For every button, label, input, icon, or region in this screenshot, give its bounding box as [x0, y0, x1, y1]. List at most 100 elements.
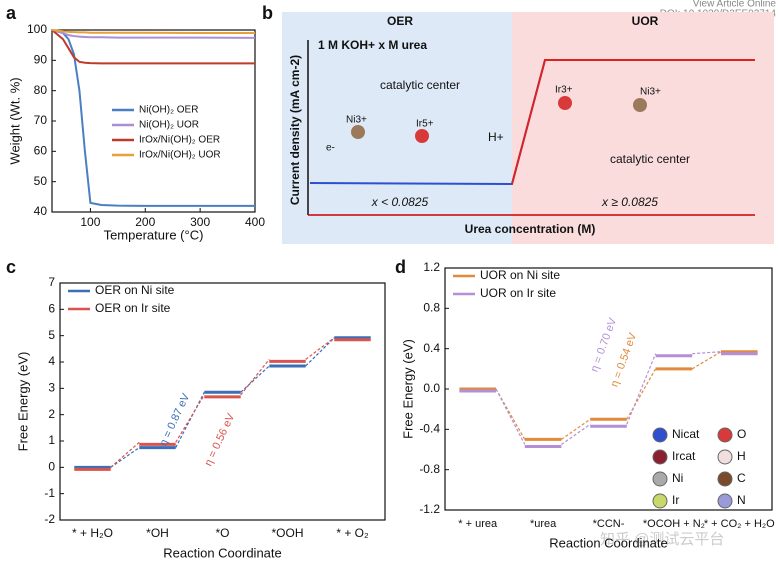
connector: [691, 351, 722, 370]
atom: [633, 98, 647, 112]
connector: [240, 365, 270, 393]
x-tick-label: *OCOH + N₂: [643, 518, 705, 530]
atom: [415, 129, 429, 143]
atom-label: Ni: [672, 471, 683, 485]
line: [51, 29, 255, 35]
x-axis-label: Temperature (°C): [104, 227, 204, 242]
y-tick-label: 70: [34, 113, 48, 127]
connector: [561, 418, 591, 440]
line: [51, 29, 255, 65]
connector: [175, 392, 205, 448]
y-tick-label: 50: [34, 174, 48, 188]
atom-swatch: [652, 427, 668, 443]
x-tick-label: *OOH: [271, 526, 303, 540]
label: 1 M KOH+ x M urea: [318, 38, 427, 52]
label: Ni3+: [640, 87, 661, 98]
x-tick-label: *urea: [530, 518, 557, 530]
atom-label: Ircat: [672, 449, 696, 463]
atom-swatch: [652, 493, 668, 509]
y-tick-label: 0.8: [423, 301, 440, 315]
atom-label: H: [737, 449, 746, 463]
line: [51, 29, 256, 39]
x-tick-label: *O: [215, 526, 229, 540]
curve: [511, 59, 755, 185]
y-tick-label: 60: [34, 144, 48, 158]
label: OER: [387, 14, 413, 28]
connector: [561, 423, 591, 445]
y-tick-label: 1.2: [423, 260, 440, 274]
y-tick-label: 80: [34, 83, 48, 97]
atom-label: O: [737, 427, 746, 441]
legend-label: IrOx/Ni(OH)₂ OER: [139, 135, 220, 146]
connector: [305, 337, 335, 367]
legend-label: Ni(OH)₂ OER: [139, 105, 198, 116]
y-tick-label: 90: [34, 53, 48, 67]
x-tick-label: * + H₂O: [72, 526, 113, 540]
legend-label: OER on Ni site: [95, 283, 175, 297]
atom-label: Ir: [672, 493, 679, 507]
y-tick-label: -0.8: [419, 462, 440, 476]
label: catalytic center: [610, 152, 690, 166]
legend-label: UOR on Ni site: [480, 268, 560, 282]
y-tick-label: 0: [48, 460, 55, 474]
y-axis-label: Current density (mA cm-2): [288, 55, 302, 205]
header: View Article Online: [693, 0, 777, 10]
x-tick-label: *OH: [146, 526, 169, 540]
legend-label: OER on Ir site: [95, 301, 171, 315]
y-tick-label: 0.4: [423, 341, 440, 355]
y-axis-label: Free Energy (eV): [15, 352, 30, 452]
legend-label: Ni(OH)₂ UOR: [139, 120, 199, 131]
atom-swatch: [717, 427, 733, 443]
y-tick-label: -1: [44, 486, 55, 500]
x-tick-label: 300: [190, 215, 210, 229]
atom-label: C: [737, 471, 746, 485]
label: Ir3+: [555, 85, 573, 96]
connector: [305, 337, 335, 360]
legend-label: IrOx/Ni(OH)₂ UOR: [139, 150, 221, 161]
atom-swatch: [717, 493, 733, 509]
plot-frame: [59, 282, 386, 521]
x-tick-label: 400: [245, 215, 265, 229]
y-tick-label: -2: [44, 512, 55, 526]
annotation: η = 0.87 eV: [158, 391, 193, 448]
label: e-: [326, 143, 335, 154]
x-axis-label: Reaction Coordinate: [163, 545, 282, 560]
atom-swatch: [717, 471, 733, 487]
x-tick-label: 100: [80, 215, 100, 229]
x-tick-label: * + CO₂ + H₂O: [704, 518, 775, 530]
y-tick-label: -1.2: [419, 502, 440, 516]
label: x ≥ 0.0825: [601, 195, 658, 209]
y-axis-label: Free Energy (eV): [400, 339, 415, 439]
y-tick-label: 3: [48, 381, 55, 395]
y-tick-label: 100: [27, 22, 47, 36]
atom-label: Nicat: [672, 427, 700, 441]
atom-swatch: [652, 471, 668, 487]
line: [51, 29, 255, 207]
atom: [558, 96, 572, 110]
label: Ir5+: [416, 119, 434, 130]
bg-uor: [512, 12, 774, 244]
x-tick-label: 200: [135, 215, 155, 229]
x-tick-label: * + urea: [458, 518, 498, 530]
label: catalytic center: [380, 78, 460, 92]
atom-swatch: [652, 449, 668, 465]
y-tick-label: 2: [48, 407, 55, 421]
y-tick-label: 6: [48, 302, 55, 316]
y-tick-label: 4: [48, 354, 55, 368]
connector: [495, 388, 526, 445]
annotation: η = 0.54 eV: [609, 331, 640, 389]
y-tick-label: 0.0: [423, 381, 440, 395]
watermark: 知乎 @测试云平台: [600, 531, 724, 548]
connector: [240, 358, 270, 396]
y-tick-label: 5: [48, 328, 55, 342]
panel-label: d: [395, 257, 406, 277]
atom-swatch: [717, 449, 733, 465]
legend-label: UOR on Ir site: [480, 286, 556, 300]
label: x < 0.0825: [371, 195, 429, 209]
x-axis-label: Urea concentration (M): [465, 222, 596, 236]
annotation: η = 0.56 eV: [203, 411, 238, 468]
y-tick-label: 1: [48, 433, 55, 447]
connector: [110, 441, 140, 468]
label: Ni3+: [346, 115, 367, 126]
